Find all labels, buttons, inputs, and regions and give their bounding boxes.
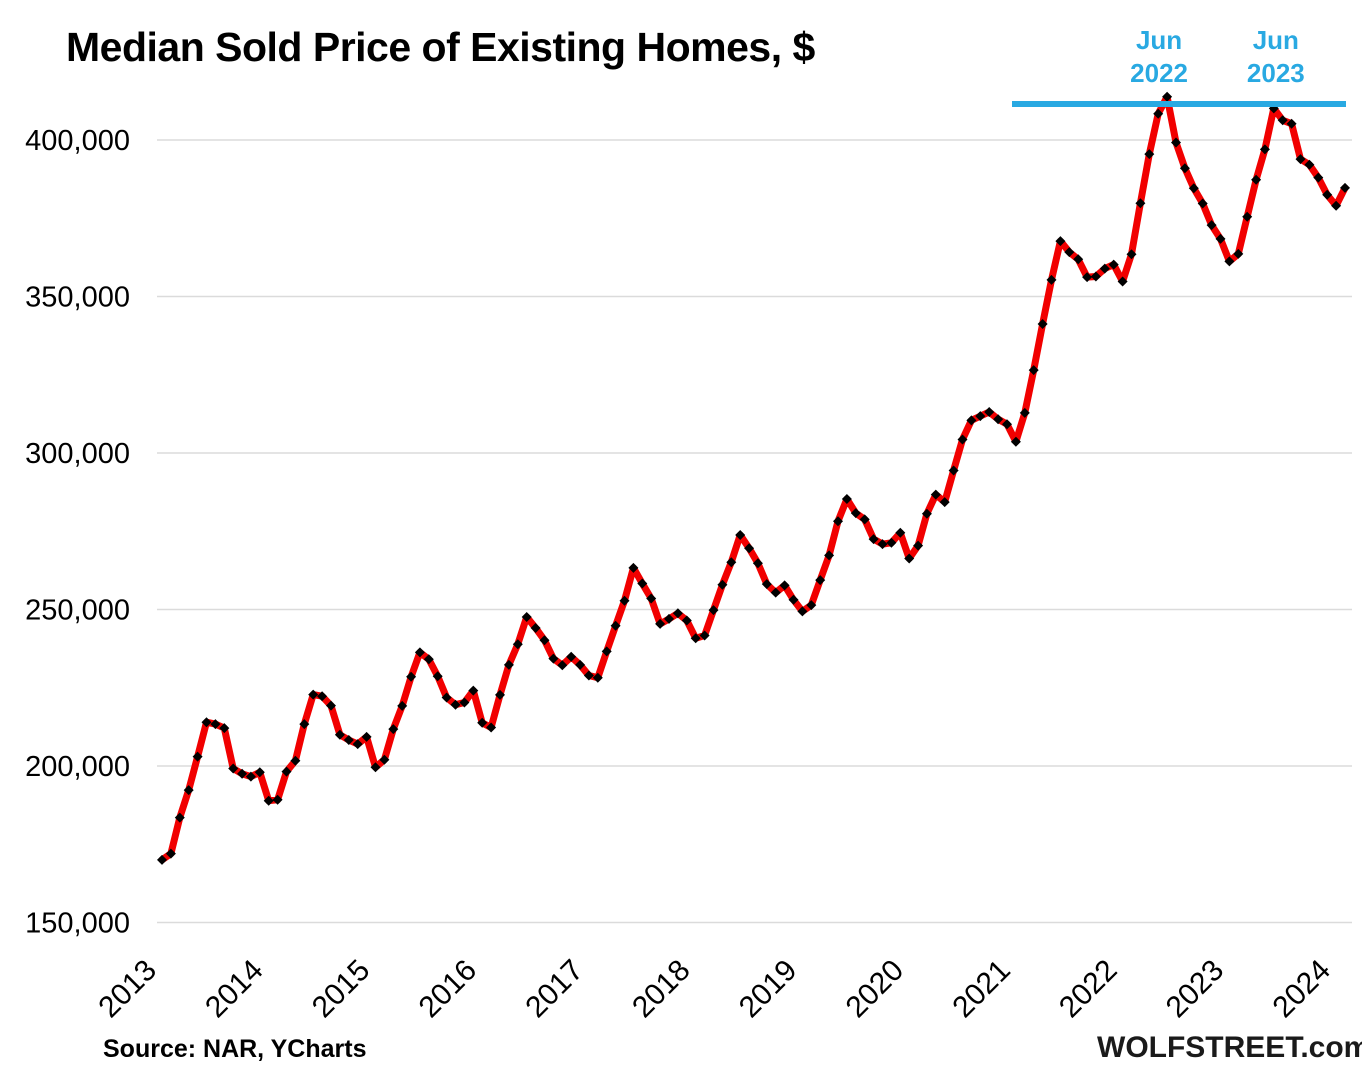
- y-axis-tick-labels: 150,000 200,000 250,000 300,000 350,000 400,0…: [25, 125, 130, 940]
- source-note: Source: NAR, YCharts: [103, 1035, 367, 1063]
- x-year-label: 2019: [733, 954, 804, 1025]
- annotation-jun-2023: Jun 2023: [1247, 24, 1305, 90]
- chart-title: Median Sold Price of Existing Homes, $: [66, 24, 815, 70]
- x-year-label: 2022: [1053, 954, 1124, 1025]
- x-axis-year-labels: 2013 2014 2015 2016 2017 2018 2019 2020 2021 2022…: [92, 954, 1337, 1025]
- annotation-jun-2023-line2: 2023: [1246, 58, 1305, 88]
- y-tick-label: 400,000: [25, 125, 130, 157]
- y-tick-label: 300,000: [25, 438, 130, 470]
- gridlines: [157, 139, 1352, 924]
- y-tick-label: 350,000: [25, 282, 130, 314]
- x-year-label: 2018: [626, 954, 697, 1025]
- annotation-jun-2023-line1: Jun: [1252, 25, 1299, 55]
- price-line-series: [158, 93, 1349, 864]
- x-year-label: 2015: [306, 954, 377, 1025]
- annotation-jun-2022-line1: Jun: [1135, 25, 1183, 55]
- x-year-label: 2017: [519, 954, 590, 1025]
- price-line-markers: [157, 91, 1350, 865]
- x-year-label: 2023: [1160, 954, 1231, 1025]
- y-tick-label: 250,000: [25, 595, 130, 627]
- y-tick-label: 150,000: [25, 908, 130, 940]
- x-year-label: 2024: [1267, 954, 1338, 1025]
- x-year-label: 2021: [946, 954, 1017, 1025]
- x-year-label: 2013: [92, 954, 163, 1025]
- annotation-jun-2022: Jun 2022: [1130, 24, 1188, 90]
- annotation-jun-2022-line2: 2022: [1130, 58, 1189, 88]
- x-year-label: 2014: [199, 954, 270, 1025]
- wolfstreet-watermark: WOLFSTREET.com: [1097, 1031, 1362, 1064]
- y-tick-label: 200,000: [25, 751, 130, 783]
- x-year-label: 2016: [413, 954, 484, 1025]
- x-year-label: 2020: [840, 954, 911, 1025]
